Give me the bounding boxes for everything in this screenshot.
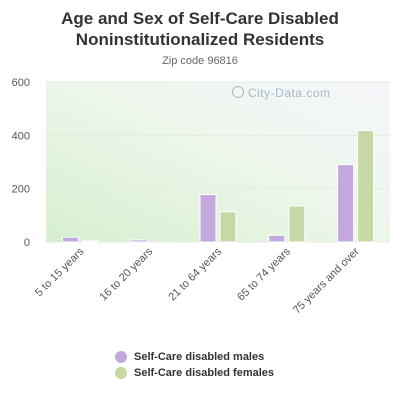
bar-males xyxy=(268,234,286,243)
bar-females xyxy=(219,211,237,243)
x-tick-label: 21 to 64 years xyxy=(166,245,224,303)
legend-label-males: Self-Care disabled males xyxy=(134,351,265,363)
chart-title: Age and Sex of Self-Care Disabled Nonins… xyxy=(0,8,400,50)
bar-males xyxy=(130,239,148,243)
y-tick-label: 0 xyxy=(24,237,30,249)
watermark-text: City-Data.com xyxy=(248,86,331,100)
bar-males xyxy=(199,194,217,243)
bar-females xyxy=(288,205,306,243)
bar-females xyxy=(81,240,99,243)
legend-item-males: Self-Care disabled males xyxy=(115,349,274,365)
legend-label-females: Self-Care disabled females xyxy=(134,367,275,379)
y-tick-label: 200 xyxy=(12,184,30,196)
bar-males xyxy=(337,164,355,243)
legend-swatch-females xyxy=(115,367,127,379)
watermark: City-Data.com xyxy=(232,86,331,100)
bar-females xyxy=(357,130,375,243)
x-tick-label: 16 to 20 years xyxy=(98,245,156,303)
x-tick-label: 5 to 15 years xyxy=(33,245,87,299)
chart-title-line2: Noninstitutionalized Residents xyxy=(75,30,325,49)
x-tick-label: 75 years and over xyxy=(291,245,362,316)
legend-item-females: Self-Care disabled females xyxy=(115,365,274,381)
y-tick-label: 400 xyxy=(12,130,30,142)
x-tick-label: 65 to 74 years xyxy=(235,245,293,303)
watermark-icon xyxy=(232,86,244,98)
legend: Self-Care disabled males Self-Care disab… xyxy=(115,349,274,381)
chart-title-line1: Age and Sex of Self-Care Disabled xyxy=(61,9,339,28)
bar-males xyxy=(61,236,79,243)
plot-area xyxy=(46,82,390,242)
legend-swatch-males xyxy=(115,351,127,363)
y-tick-label: 600 xyxy=(12,77,30,89)
chart-subtitle: Zip code 96816 xyxy=(162,55,238,67)
